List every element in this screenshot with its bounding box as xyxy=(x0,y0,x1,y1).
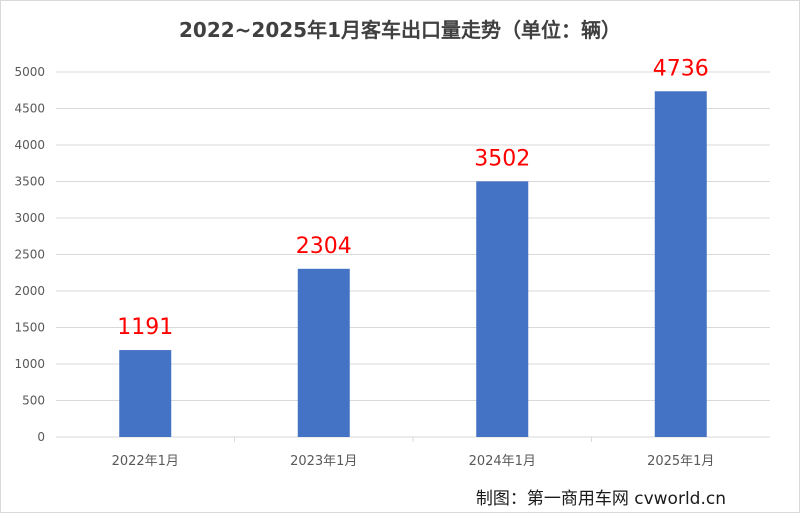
y-tick-label: 4500 xyxy=(14,102,45,116)
x-tick-label: 2024年1月 xyxy=(469,454,536,469)
y-tick-label: 0 xyxy=(37,430,45,444)
x-axis-ticks: 2022年1月 2023年1月 2024年1月 2025年1月 xyxy=(112,437,714,469)
bar xyxy=(654,91,707,437)
data-label: 3502 xyxy=(474,146,530,171)
x-tick-label: 2025年1月 xyxy=(647,454,714,469)
bars xyxy=(119,91,707,437)
data-labels: 1191 2304 3502 4736 xyxy=(117,56,709,340)
y-tick-label: 3000 xyxy=(14,211,45,225)
bar xyxy=(476,181,529,437)
data-label: 4736 xyxy=(653,56,709,81)
bar xyxy=(297,268,350,437)
y-tick-label: 2500 xyxy=(14,248,45,262)
y-tick-label: 1000 xyxy=(14,357,45,371)
y-tick-label: 1500 xyxy=(14,321,45,335)
data-label: 1191 xyxy=(117,315,173,340)
x-tick-label: 2022年1月 xyxy=(112,454,179,469)
y-tick-label: 2000 xyxy=(14,284,45,298)
chart-title: 2022~2025年1月客车出口量走势（单位：辆） xyxy=(178,18,621,42)
y-tick-label: 4000 xyxy=(14,138,45,152)
bar xyxy=(119,350,172,437)
x-tick-label: 2023年1月 xyxy=(290,454,357,469)
y-tick-label: 5000 xyxy=(14,65,45,79)
chart-credit: 制图：第一商用车网 cvworld.cn xyxy=(475,489,726,509)
y-tick-label: 3500 xyxy=(14,175,45,189)
y-axis-ticks: 0 500 1000 1500 2000 2500 3000 3500 4000 4500 5000 xyxy=(14,65,45,444)
gridlines xyxy=(56,71,770,438)
data-label: 2304 xyxy=(296,234,352,259)
y-tick-label: 500 xyxy=(22,394,45,408)
